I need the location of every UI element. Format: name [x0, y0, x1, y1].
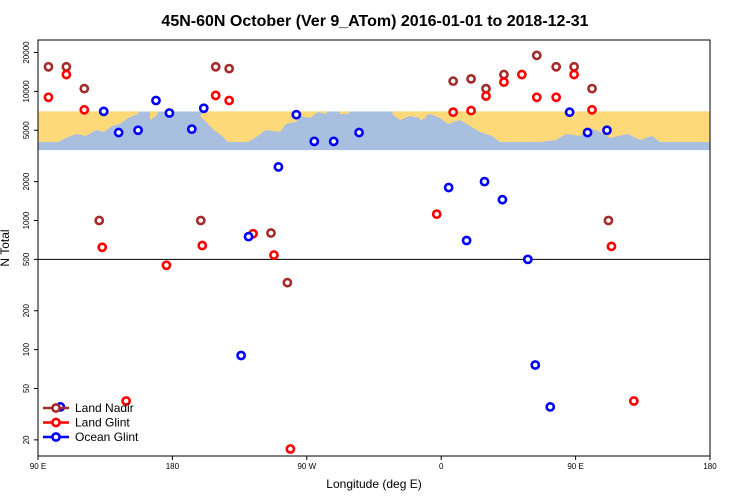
legend-label: Land Nadir — [75, 401, 134, 415]
land-glint-point — [210, 90, 221, 101]
land-nadir-point — [43, 61, 54, 72]
land-nadir-point — [603, 215, 614, 226]
y-tick-label: 100 — [22, 342, 31, 356]
legend-item-ocean-glint: Ocean Glint — [43, 430, 139, 444]
ocean-glint-point — [113, 127, 124, 138]
land-glint-point — [431, 209, 442, 220]
land-nadir-point — [551, 61, 562, 72]
y-tick-label: 1000 — [22, 211, 31, 229]
ocean-glint-point — [309, 136, 320, 147]
x-tick-label: 0 — [439, 462, 444, 471]
ocean-glint-point — [443, 182, 454, 193]
land-glint-point — [197, 240, 208, 251]
legend-label: Ocean Glint — [75, 430, 139, 444]
legend-marker — [51, 417, 61, 428]
x-axis-label: Longitude (deg E) — [326, 477, 421, 491]
axes: 90 E 180 90 W 0 90 E 180 20 50 100 200 500 1000 2000… — [22, 41, 717, 471]
legend-label: Land Glint — [75, 416, 130, 430]
ocean-glint-point — [198, 103, 209, 114]
land-glint-point — [551, 92, 562, 103]
ocean-glint-point — [497, 194, 508, 205]
y-tick-label: 500 — [22, 252, 31, 266]
land-glint-point — [285, 444, 296, 454]
land-nadir-point — [282, 277, 293, 288]
land-nadir-point — [210, 61, 221, 72]
y-axis-label: N Total — [0, 229, 12, 266]
land-glint-point — [61, 69, 72, 80]
land-nadir-point — [499, 69, 509, 80]
land-glint-point — [448, 107, 459, 118]
land-glint-point — [224, 95, 235, 106]
land-nadir-point — [466, 73, 476, 84]
legend-item-land-glint: Land Glint — [43, 416, 130, 430]
x-tick-label: 90 E — [567, 462, 583, 471]
land-glint-point — [516, 69, 527, 80]
ocean-glint-point — [98, 106, 109, 117]
ocean-glint-point — [133, 125, 143, 136]
land-glint-point — [97, 242, 108, 253]
land-glint-point — [121, 396, 132, 406]
ocean-glint-point — [564, 107, 575, 118]
chart-title: 45N-60N October (Ver 9_ATom) 2016-01-01 … — [161, 13, 588, 30]
land-nadir-point — [266, 228, 276, 238]
plot-border — [37, 39, 711, 457]
ocean-glint-point — [522, 254, 533, 265]
y-tick-label: 20 — [22, 435, 31, 444]
legend-marker — [51, 432, 61, 442]
ocean-glint-point — [291, 109, 302, 120]
ocean-glint-point — [602, 125, 612, 136]
legend-item-land-nadir: Land Nadir — [43, 401, 134, 415]
land-nadir-point — [569, 61, 580, 72]
ocean-glint-point — [479, 176, 490, 187]
land-glint-point — [499, 77, 509, 88]
land-nadir-point — [587, 83, 597, 94]
data-points — [43, 50, 639, 454]
y-tick-label: 200 — [22, 304, 31, 318]
land-glint-point — [466, 105, 476, 116]
land-glint-point — [161, 260, 172, 271]
land-glint-point — [79, 104, 90, 115]
ocean-glint-point — [354, 127, 364, 138]
land-glint-point — [628, 396, 639, 406]
land-nadir-point — [195, 215, 206, 226]
ocean-glint-point — [461, 235, 472, 246]
legend-marker — [51, 403, 61, 413]
land-glint-point — [481, 91, 491, 101]
land-nadir-point — [224, 63, 235, 74]
x-tick-label: 180 — [703, 462, 717, 471]
ocean-glint-point — [328, 136, 339, 147]
land-nadir-point — [61, 61, 72, 72]
world-map-band — [38, 111, 710, 151]
land-nadir-point — [79, 83, 90, 94]
y-tick-label: 10000 — [22, 80, 31, 103]
land-nadir-point — [94, 215, 105, 226]
x-tick-label: 90 E — [30, 462, 46, 471]
land-glint-point — [569, 69, 580, 80]
y-tick-label: 50 — [22, 383, 31, 392]
ocean-glint-point — [186, 124, 197, 135]
y-tick-label: 5000 — [22, 121, 31, 139]
ocean-glint-point — [164, 108, 175, 118]
x-tick-label: 180 — [166, 462, 180, 471]
ocean-glint-point — [243, 231, 254, 242]
ocean-glint-point — [530, 360, 541, 370]
plot-frame — [37, 39, 711, 457]
ocean-glint-point — [151, 95, 161, 106]
land-nadir-point — [448, 76, 459, 87]
y-tick-label: 2000 — [22, 172, 31, 190]
land-glint-point — [531, 92, 542, 103]
ocean-glint-point — [236, 350, 246, 361]
land-glint-point — [43, 92, 54, 103]
land-nadir-point — [531, 50, 542, 61]
ocean-glint-point — [273, 162, 284, 172]
land-glint-point — [606, 241, 617, 252]
x-tick-label: 90 W — [297, 462, 316, 471]
land-glint-point — [269, 250, 279, 260]
ocean-glint-point — [545, 402, 556, 412]
ocean-glint-point — [582, 127, 593, 138]
land-glint-point — [587, 104, 597, 115]
y-tick-label: 20000 — [22, 41, 31, 64]
